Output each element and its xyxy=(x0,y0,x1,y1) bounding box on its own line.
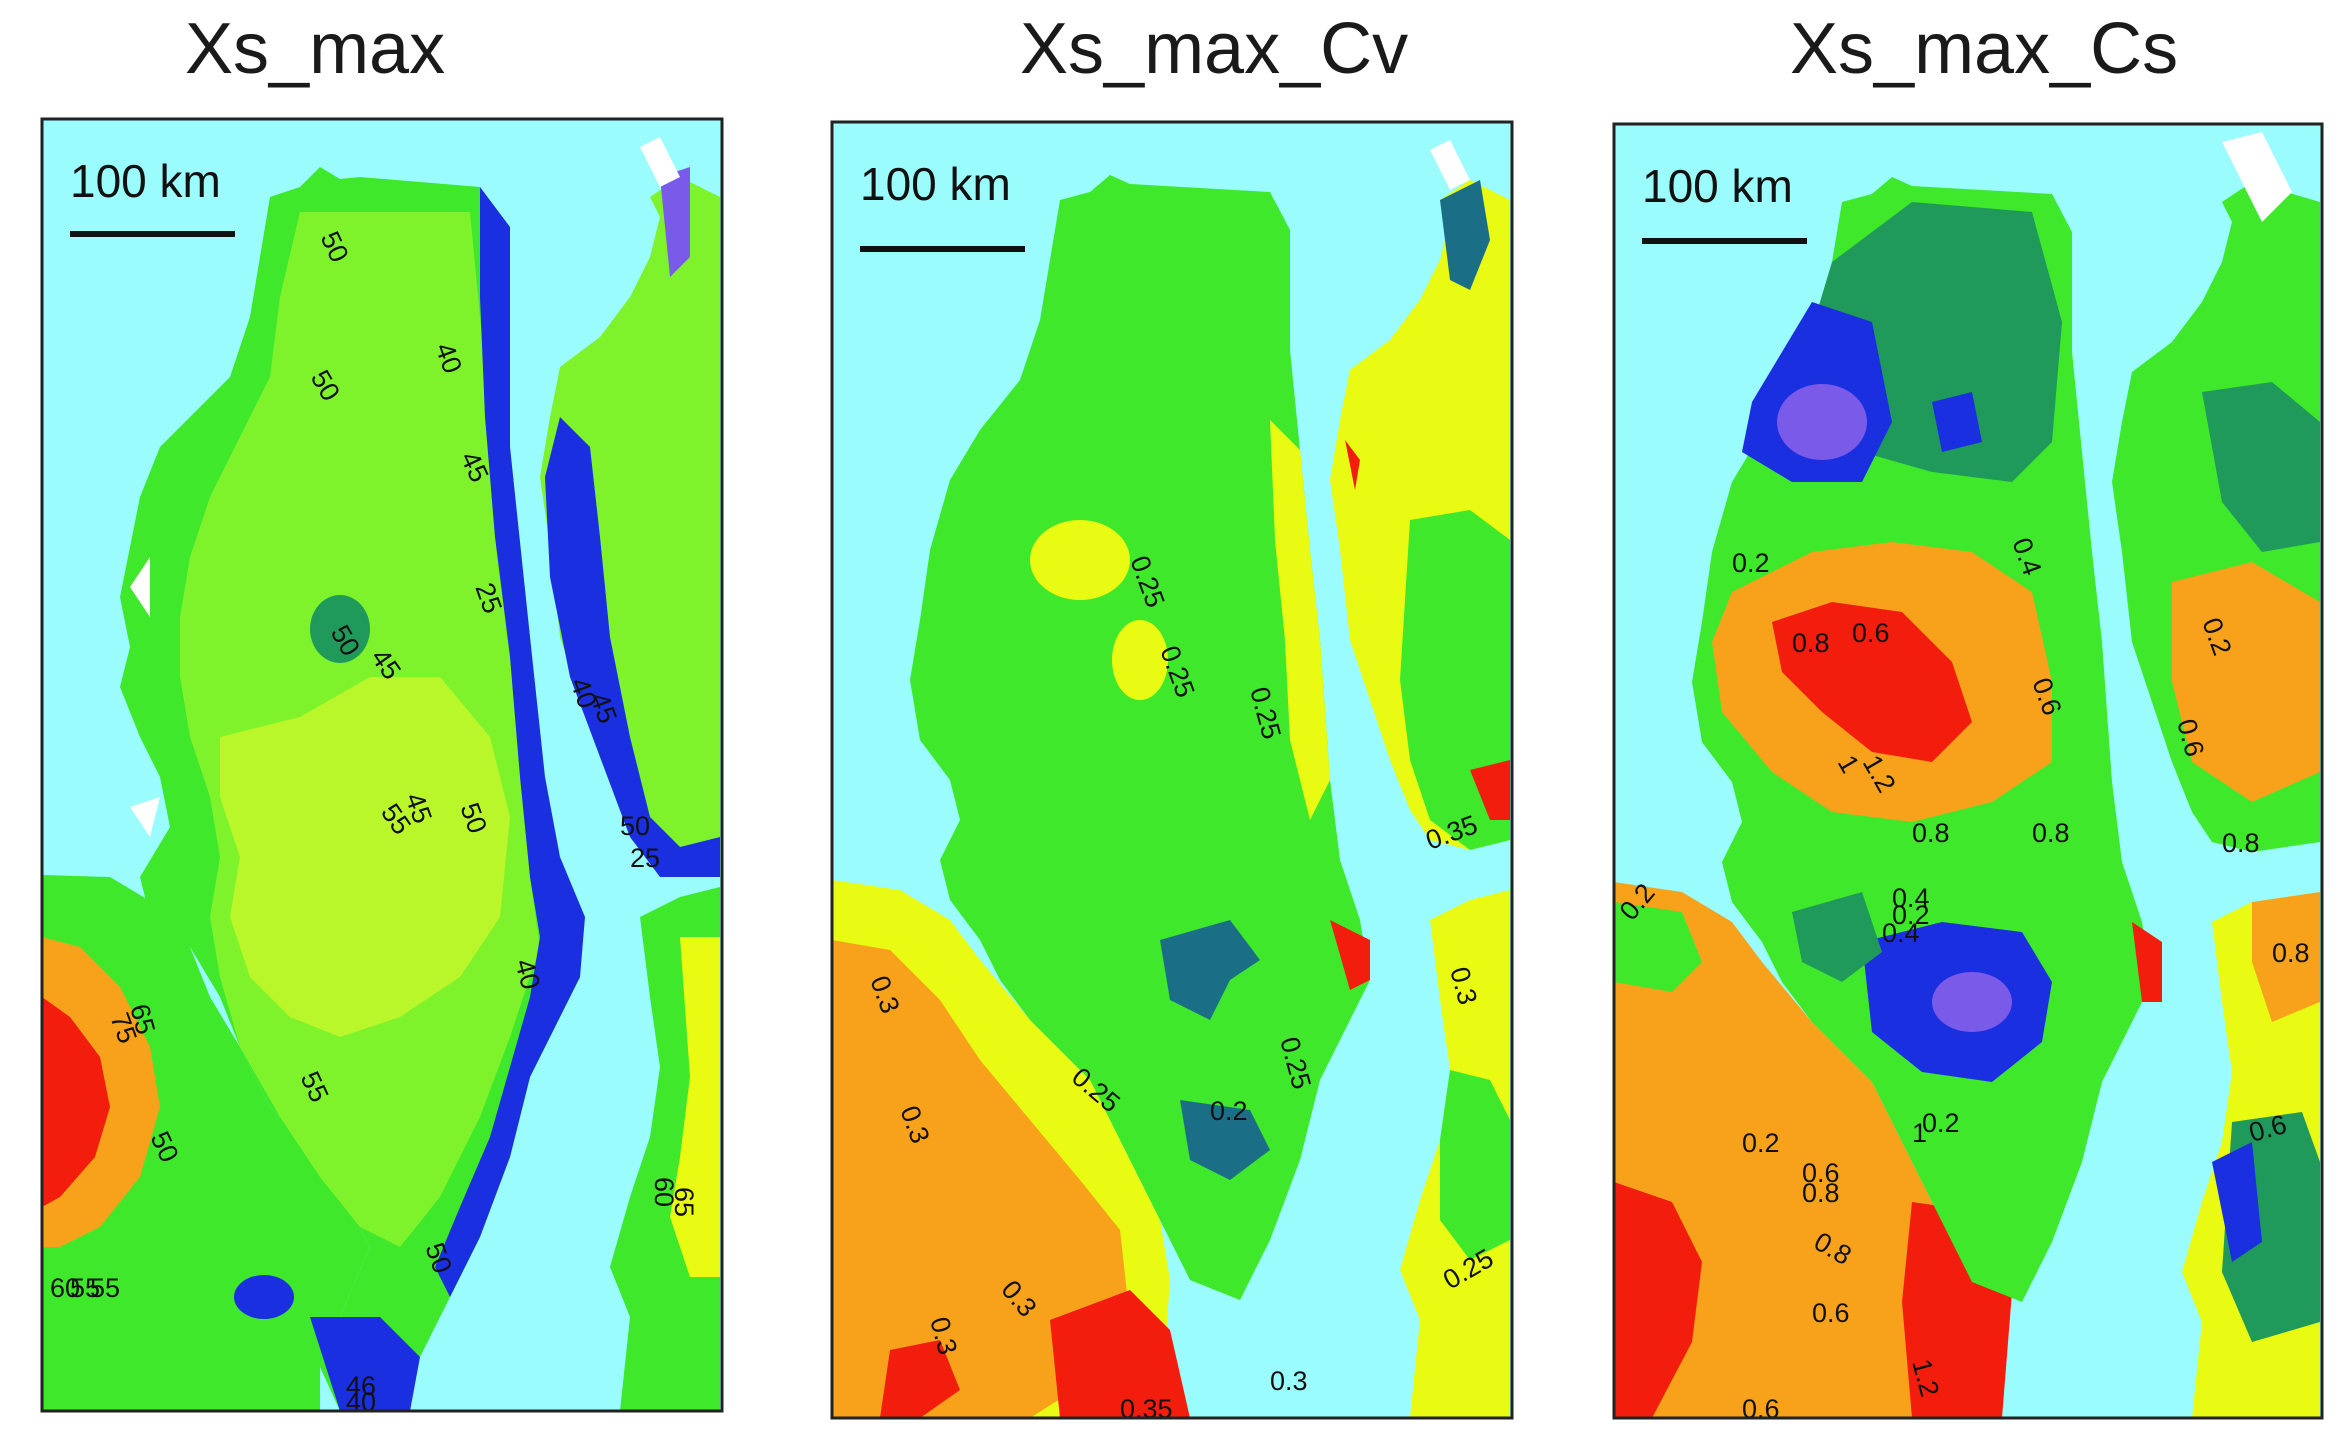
land-northeast-red xyxy=(1345,440,1360,490)
scale-bar-label: 100 km xyxy=(70,155,221,207)
contour-label: 55 xyxy=(90,1273,120,1303)
land-small-basin xyxy=(310,595,370,663)
land-central-high xyxy=(220,677,510,1037)
land-northeast-cap xyxy=(1430,140,1470,190)
land-southeast-blue xyxy=(2212,1142,2262,1262)
land-southern-blue-strip xyxy=(310,1317,420,1411)
contour-label: 0.8 xyxy=(2222,828,2260,858)
land-northeast-tip xyxy=(660,167,690,277)
land-northeast-margin xyxy=(545,417,720,877)
contour-label: 0.2 xyxy=(1210,1096,1248,1126)
contour-label: 0.6 xyxy=(1742,1394,1780,1420)
contour-label: 0.35 xyxy=(1120,1394,1173,1420)
scale-bar-label: 100 km xyxy=(860,158,1011,210)
contour-label: 50 xyxy=(620,811,650,841)
land-middle-red xyxy=(1772,602,1972,762)
land-teal-patch xyxy=(1160,920,1260,1020)
land-red-coast xyxy=(1330,920,1370,990)
land-south-purple xyxy=(1932,972,2012,1032)
land-peninsula-yellow-edge xyxy=(1270,420,1330,820)
land-west-notch-2 xyxy=(130,797,160,837)
contour-label: 60 xyxy=(649,1177,679,1207)
land-northeast-orange xyxy=(2172,562,2320,802)
map-frame xyxy=(1612,122,2324,1420)
land-north-purple xyxy=(1777,384,1867,460)
contour-label: 46 xyxy=(346,1371,376,1401)
land-northeast-red-2 xyxy=(1470,760,1510,820)
land-yellow-patch-2 xyxy=(1112,620,1168,700)
contour-label: 0.2 xyxy=(1922,1108,1960,1138)
land-central-peninsula xyxy=(910,175,1370,1300)
land-red-coast xyxy=(2132,922,2162,1002)
land-small-depression xyxy=(234,1275,294,1319)
land-northeast-cap xyxy=(2222,132,2292,222)
land-north-blue-2 xyxy=(1932,392,1982,452)
land-northeast-green xyxy=(1400,510,1510,850)
map-panel-xs-max-cv: 0.25 0.25 0.25 0.3 0.3 0.25 0.2 0.25 0.3… xyxy=(830,120,1514,1420)
contour-label: 0.2 xyxy=(1892,900,1930,930)
contour-labels: 50 45 40 45 50 45 55 50 55 50 75 65 60 5… xyxy=(50,227,699,1413)
land-southwest-green xyxy=(1614,902,1702,992)
map-frame xyxy=(830,120,1514,1420)
land-southwest-core xyxy=(42,997,110,1207)
land-southeast-yellow xyxy=(670,937,720,1277)
contour-label: 0.6 xyxy=(1802,1158,1840,1188)
panel-3-title: Xs_max_Cs xyxy=(1790,9,2179,89)
contour-label: 0.8 xyxy=(1802,1178,1840,1208)
land-south-dark-green xyxy=(1792,892,1882,982)
contour-label: 65 xyxy=(669,1187,699,1217)
contour-label: 0.8 xyxy=(1912,818,1950,848)
land-northeast-tip xyxy=(1440,180,1490,290)
land-teal-patch-2 xyxy=(1180,1100,1270,1180)
contour-label: 0.6 xyxy=(1812,1298,1850,1328)
scale-bar-label: 100 km xyxy=(1642,160,1793,212)
contour-label: 0.8 xyxy=(1792,628,1830,658)
contour-label: 25 xyxy=(630,843,660,873)
land-west-notch xyxy=(130,557,150,617)
panel-1-title: Xs_max xyxy=(185,9,446,89)
map-frame xyxy=(40,117,724,1413)
scale-bar xyxy=(1642,238,1807,244)
land-south-orange xyxy=(832,940,1130,1418)
land-southwest-red xyxy=(880,1340,960,1418)
contour-label: 40 xyxy=(346,1387,376,1413)
contour-label: 60 xyxy=(50,1273,80,1303)
contour-label: 0.6 xyxy=(1852,618,1890,648)
land-south-red xyxy=(1614,1182,1702,1418)
contour-label: 1 xyxy=(1912,1118,1927,1148)
contour-label: 0.8 xyxy=(2272,938,2310,968)
contour-label: 0.4 xyxy=(1892,883,1930,913)
contour-label: 55 xyxy=(70,1273,100,1303)
panel-2-title: Xs_max_Cv xyxy=(1020,9,1409,89)
land-southeast-green xyxy=(1440,1070,1510,1260)
contour-label: 0.8 xyxy=(2032,818,2070,848)
contour-label: 0.3 xyxy=(1270,1366,1308,1396)
land-northeast-cap xyxy=(640,137,680,187)
map-panel-xs-max: 50 45 40 45 50 45 55 50 55 50 75 65 60 5… xyxy=(40,117,724,1413)
land-south-red xyxy=(1050,1290,1190,1418)
land-peninsula-margin xyxy=(435,187,585,1297)
contour-label: 0.2 xyxy=(1742,1128,1780,1158)
contour-label: 0.4 xyxy=(1882,918,1920,948)
land-yellow-patch xyxy=(1030,520,1130,600)
contour-label: 0.2 xyxy=(1732,548,1770,578)
scale-bar xyxy=(860,246,1025,252)
map-panel-xs-max-cs: 0.2 0.4 0.6 0.8 0.6 1 1.2 0.8 0.4 0.2 0.… xyxy=(1612,122,2324,1420)
land-southeast-orange xyxy=(2252,892,2320,1022)
scale-bar xyxy=(70,231,235,237)
land-northeast-dark-green xyxy=(2202,382,2320,552)
